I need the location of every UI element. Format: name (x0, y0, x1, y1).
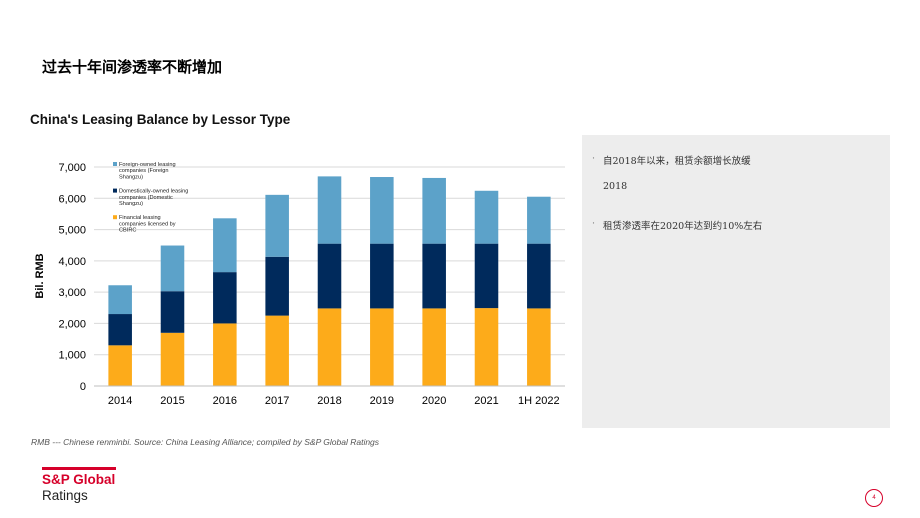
bar-segment (422, 177, 446, 244)
page-number: 4 (865, 489, 883, 507)
y-tick-label: 0 (80, 381, 86, 393)
bar-segment (317, 176, 342, 244)
bar-segment (108, 314, 132, 346)
y-tick-label: 7,000 (58, 162, 86, 174)
y-tick-label: 3,000 (58, 287, 86, 299)
bar-segment (527, 196, 551, 244)
legend-label: Financial leasing companies licensed by CB… (119, 215, 176, 233)
bar-segment (108, 285, 132, 315)
legend-label: Foreign-owned leasing companies (Foreign S… (119, 162, 176, 180)
y-tick-label: 4,000 (58, 256, 86, 268)
bar-segment (317, 243, 342, 309)
y-tick-label: 5,000 (58, 225, 86, 237)
bar-segment (160, 245, 185, 292)
bullet-text: 自2018年以来，租赁余额增长放缓 (603, 156, 751, 167)
legend-swatch (113, 215, 117, 220)
axes: 0 1,000 2,000 3,000 4,000 5,000 6,000 7,000 2014… (58, 162, 565, 407)
x-tick-label: 2014 (108, 395, 132, 407)
bar-segment (213, 272, 237, 324)
bullet-marker: · (592, 153, 596, 164)
bars (108, 176, 551, 386)
logo-subbrand: Ratings (42, 488, 88, 503)
x-tick-label: 2021 (474, 395, 498, 407)
source-note: RMB --- Chinese renminbi. Source: China … (31, 437, 380, 447)
bar-segment (160, 332, 185, 386)
logo-bar (42, 467, 116, 470)
leasing-balance-chart: 0 1,000 2,000 3,000 4,000 5,000 6,000 7,000 2014… (34, 162, 565, 407)
bar-segment (370, 243, 394, 309)
bar-segment (160, 291, 185, 333)
bar-segment (370, 308, 394, 386)
bar-segment (422, 243, 446, 309)
x-tick-label: 2019 (370, 395, 394, 407)
bar-segment (213, 218, 237, 273)
bar-segment (370, 177, 394, 244)
bullet-text: 2018 (603, 181, 628, 192)
y-tick-label: 1,000 (58, 350, 86, 362)
y-tick-label: 6,000 (58, 193, 86, 205)
chart-title: China's Leasing Balance by Lessor Type (30, 112, 291, 127)
x-tick-label: 1H 2022 (518, 395, 560, 407)
logo-brand: S&P Global (42, 472, 116, 487)
slide-title: 过去十年间渗透率不断增加 (42, 58, 223, 76)
bar-segment (422, 308, 446, 386)
legend: Foreign-owned leasing companies (Foreign S… (113, 162, 188, 234)
x-tick-label: 2015 (160, 395, 184, 407)
bar-segment (213, 323, 237, 386)
legend-swatch (113, 162, 117, 166)
bar-segment (527, 308, 551, 386)
x-tick-label: 2020 (422, 395, 446, 407)
bar-segment (317, 308, 342, 386)
bar-segment (474, 308, 499, 386)
legend-label: Domestically-owned leasing companies (Dom… (119, 189, 188, 207)
x-tick-label: 2017 (265, 395, 289, 407)
x-tick-label: 2018 (317, 395, 341, 407)
commentary-panel: · 自2018年以来，租赁余额增长放缓 2018 · 租赁渗透率在2020年达到… (582, 135, 890, 428)
bar-segment (474, 190, 499, 244)
bar-segment (527, 243, 551, 309)
bar-segment (108, 345, 132, 386)
bar-segment (265, 256, 289, 316)
x-tick-label: 2016 (213, 395, 237, 407)
bullet-text: 租赁渗透率在2020年达到约10%左右 (603, 221, 763, 232)
bullet-marker: · (592, 218, 596, 229)
bar-segment (265, 194, 289, 257)
y-axis-label: Bil. RMB (34, 253, 46, 298)
bar-segment (265, 315, 289, 386)
y-tick-label: 2,000 (58, 318, 86, 330)
legend-swatch (113, 188, 117, 193)
bar-segment (474, 243, 499, 309)
